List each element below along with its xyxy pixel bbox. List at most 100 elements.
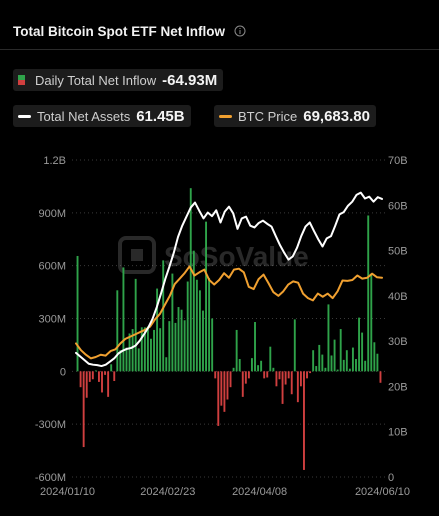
inflow-bar <box>244 371 247 384</box>
inflow-bar <box>162 260 165 372</box>
inflow-bar <box>189 188 192 372</box>
inflow-bar <box>293 319 296 372</box>
inflow-bar <box>306 371 308 379</box>
inflow-bar <box>309 371 312 374</box>
y-right-tick-label: 50B <box>388 246 408 258</box>
inflow-bar <box>195 279 198 372</box>
y-left-tick-label: 0 <box>60 366 66 378</box>
inflow-bar <box>373 342 376 372</box>
info-circle-icon[interactable] <box>234 25 246 37</box>
right-axis-labels: 0 10B 20B 30B 40B 50B 60B 70B <box>388 155 408 484</box>
inflow-bars <box>76 188 382 470</box>
x-tick-label: 2024/06/10 <box>355 486 410 498</box>
inflow-bar <box>226 371 229 400</box>
inflow-bar <box>180 309 183 372</box>
inflow-bar <box>348 368 351 372</box>
legend-btc-label: BTC Price <box>238 108 298 124</box>
inflow-bar <box>140 327 143 372</box>
inflow-bar <box>153 329 155 372</box>
inflow-bar <box>211 318 214 372</box>
inflow-bar <box>238 359 241 372</box>
y-left-tick-label: -600M <box>35 472 66 484</box>
bar-swatch-icon <box>18 75 25 85</box>
inflow-bar <box>364 360 367 372</box>
legend-assets-value: 61.45B <box>136 107 185 125</box>
x-axis-labels: 2024/01/10 2024/02/23 2024/04/08 2024/06/10 <box>40 486 410 498</box>
inflow-bar <box>192 250 195 372</box>
x-tick-label: 2024/04/08 <box>232 486 287 498</box>
inflow-bar <box>235 329 238 372</box>
inflow-bar <box>202 310 204 372</box>
inflow-bar <box>275 371 278 387</box>
inflow-bar <box>339 329 342 372</box>
inflow-bar <box>351 347 354 372</box>
inflow-bar <box>174 322 177 372</box>
inflow-bar <box>327 304 330 372</box>
inflow-bar <box>98 371 100 382</box>
legend-assets[interactable]: Total Net Assets 61.45B <box>13 105 191 127</box>
inflow-bar <box>205 221 207 372</box>
inflow-bar <box>278 371 281 380</box>
inflow-bar <box>131 329 134 372</box>
inflow-bar <box>156 288 159 372</box>
x-tick-label: 2024/02/23 <box>140 486 195 498</box>
y-left-tick-label: 1.2B <box>43 155 66 167</box>
inflow-bar <box>290 371 293 395</box>
legend-inflow-value: -64.93M <box>162 71 218 89</box>
inflow-bar <box>355 359 357 372</box>
inflow-bar <box>110 364 113 372</box>
inflow-bar <box>269 346 272 372</box>
inflow-bar <box>134 278 137 372</box>
inflow-bar <box>379 371 382 383</box>
inflow-bar <box>254 322 256 372</box>
legend-inflow[interactable]: Daily Total Net Inflow -64.93M <box>13 69 224 91</box>
total-net-assets-line <box>75 191 383 368</box>
inflow-bar <box>125 347 128 372</box>
inflow-bar <box>324 367 327 372</box>
y-right-tick-label: 20B <box>388 381 408 393</box>
y-right-tick-label: 10B <box>388 427 408 439</box>
inflow-bar <box>146 326 149 372</box>
inflow-bar <box>241 371 244 397</box>
inflow-bar <box>260 360 263 372</box>
inflow-bar <box>113 371 116 382</box>
inflow-bar <box>82 371 85 448</box>
inflow-bar <box>143 327 146 372</box>
inflow-bar <box>284 371 287 385</box>
inflow-bar <box>208 277 211 372</box>
y-left-tick-label: 900M <box>38 208 66 220</box>
title-row: Total Bitcoin Spot ETF Net Inflow <box>13 20 246 42</box>
inflow-bar <box>168 321 171 372</box>
y-right-tick-label: 0 <box>388 472 394 484</box>
y-left-tick-label: 300M <box>38 314 66 326</box>
inflow-bar <box>107 371 110 397</box>
inflow-bar <box>336 369 339 372</box>
inflow-bar <box>171 273 174 372</box>
inflow-bar <box>91 371 94 380</box>
inflow-bar <box>137 348 140 372</box>
inflow-bar <box>214 371 217 379</box>
inflow-bar <box>116 290 119 372</box>
y-right-tick-label: 70B <box>388 155 408 167</box>
series-lines <box>75 191 383 368</box>
page-title: Total Bitcoin Spot ETF Net Inflow <box>13 23 225 39</box>
inflow-bar <box>303 371 305 470</box>
legend-btc-value: 69,683.80 <box>303 107 370 125</box>
header-divider <box>0 49 439 50</box>
inflow-bar <box>217 371 220 426</box>
inflow-bar <box>186 281 189 372</box>
inflow-bar <box>358 317 360 372</box>
inflow-bar <box>94 370 97 372</box>
inflow-bar <box>150 338 152 372</box>
inflow-bar <box>281 371 284 404</box>
inflow-bar <box>370 273 373 372</box>
orange-line-swatch-icon <box>219 114 232 118</box>
inflow-bar <box>104 371 107 375</box>
y-right-tick-label: 30B <box>388 336 408 348</box>
legend-btc[interactable]: BTC Price 69,683.80 <box>214 105 376 127</box>
y-right-tick-label: 60B <box>388 200 408 212</box>
inflow-bar <box>251 358 253 372</box>
inflow-bar <box>177 307 180 372</box>
inflow-bar <box>367 215 370 372</box>
inflow-bar <box>342 359 345 372</box>
